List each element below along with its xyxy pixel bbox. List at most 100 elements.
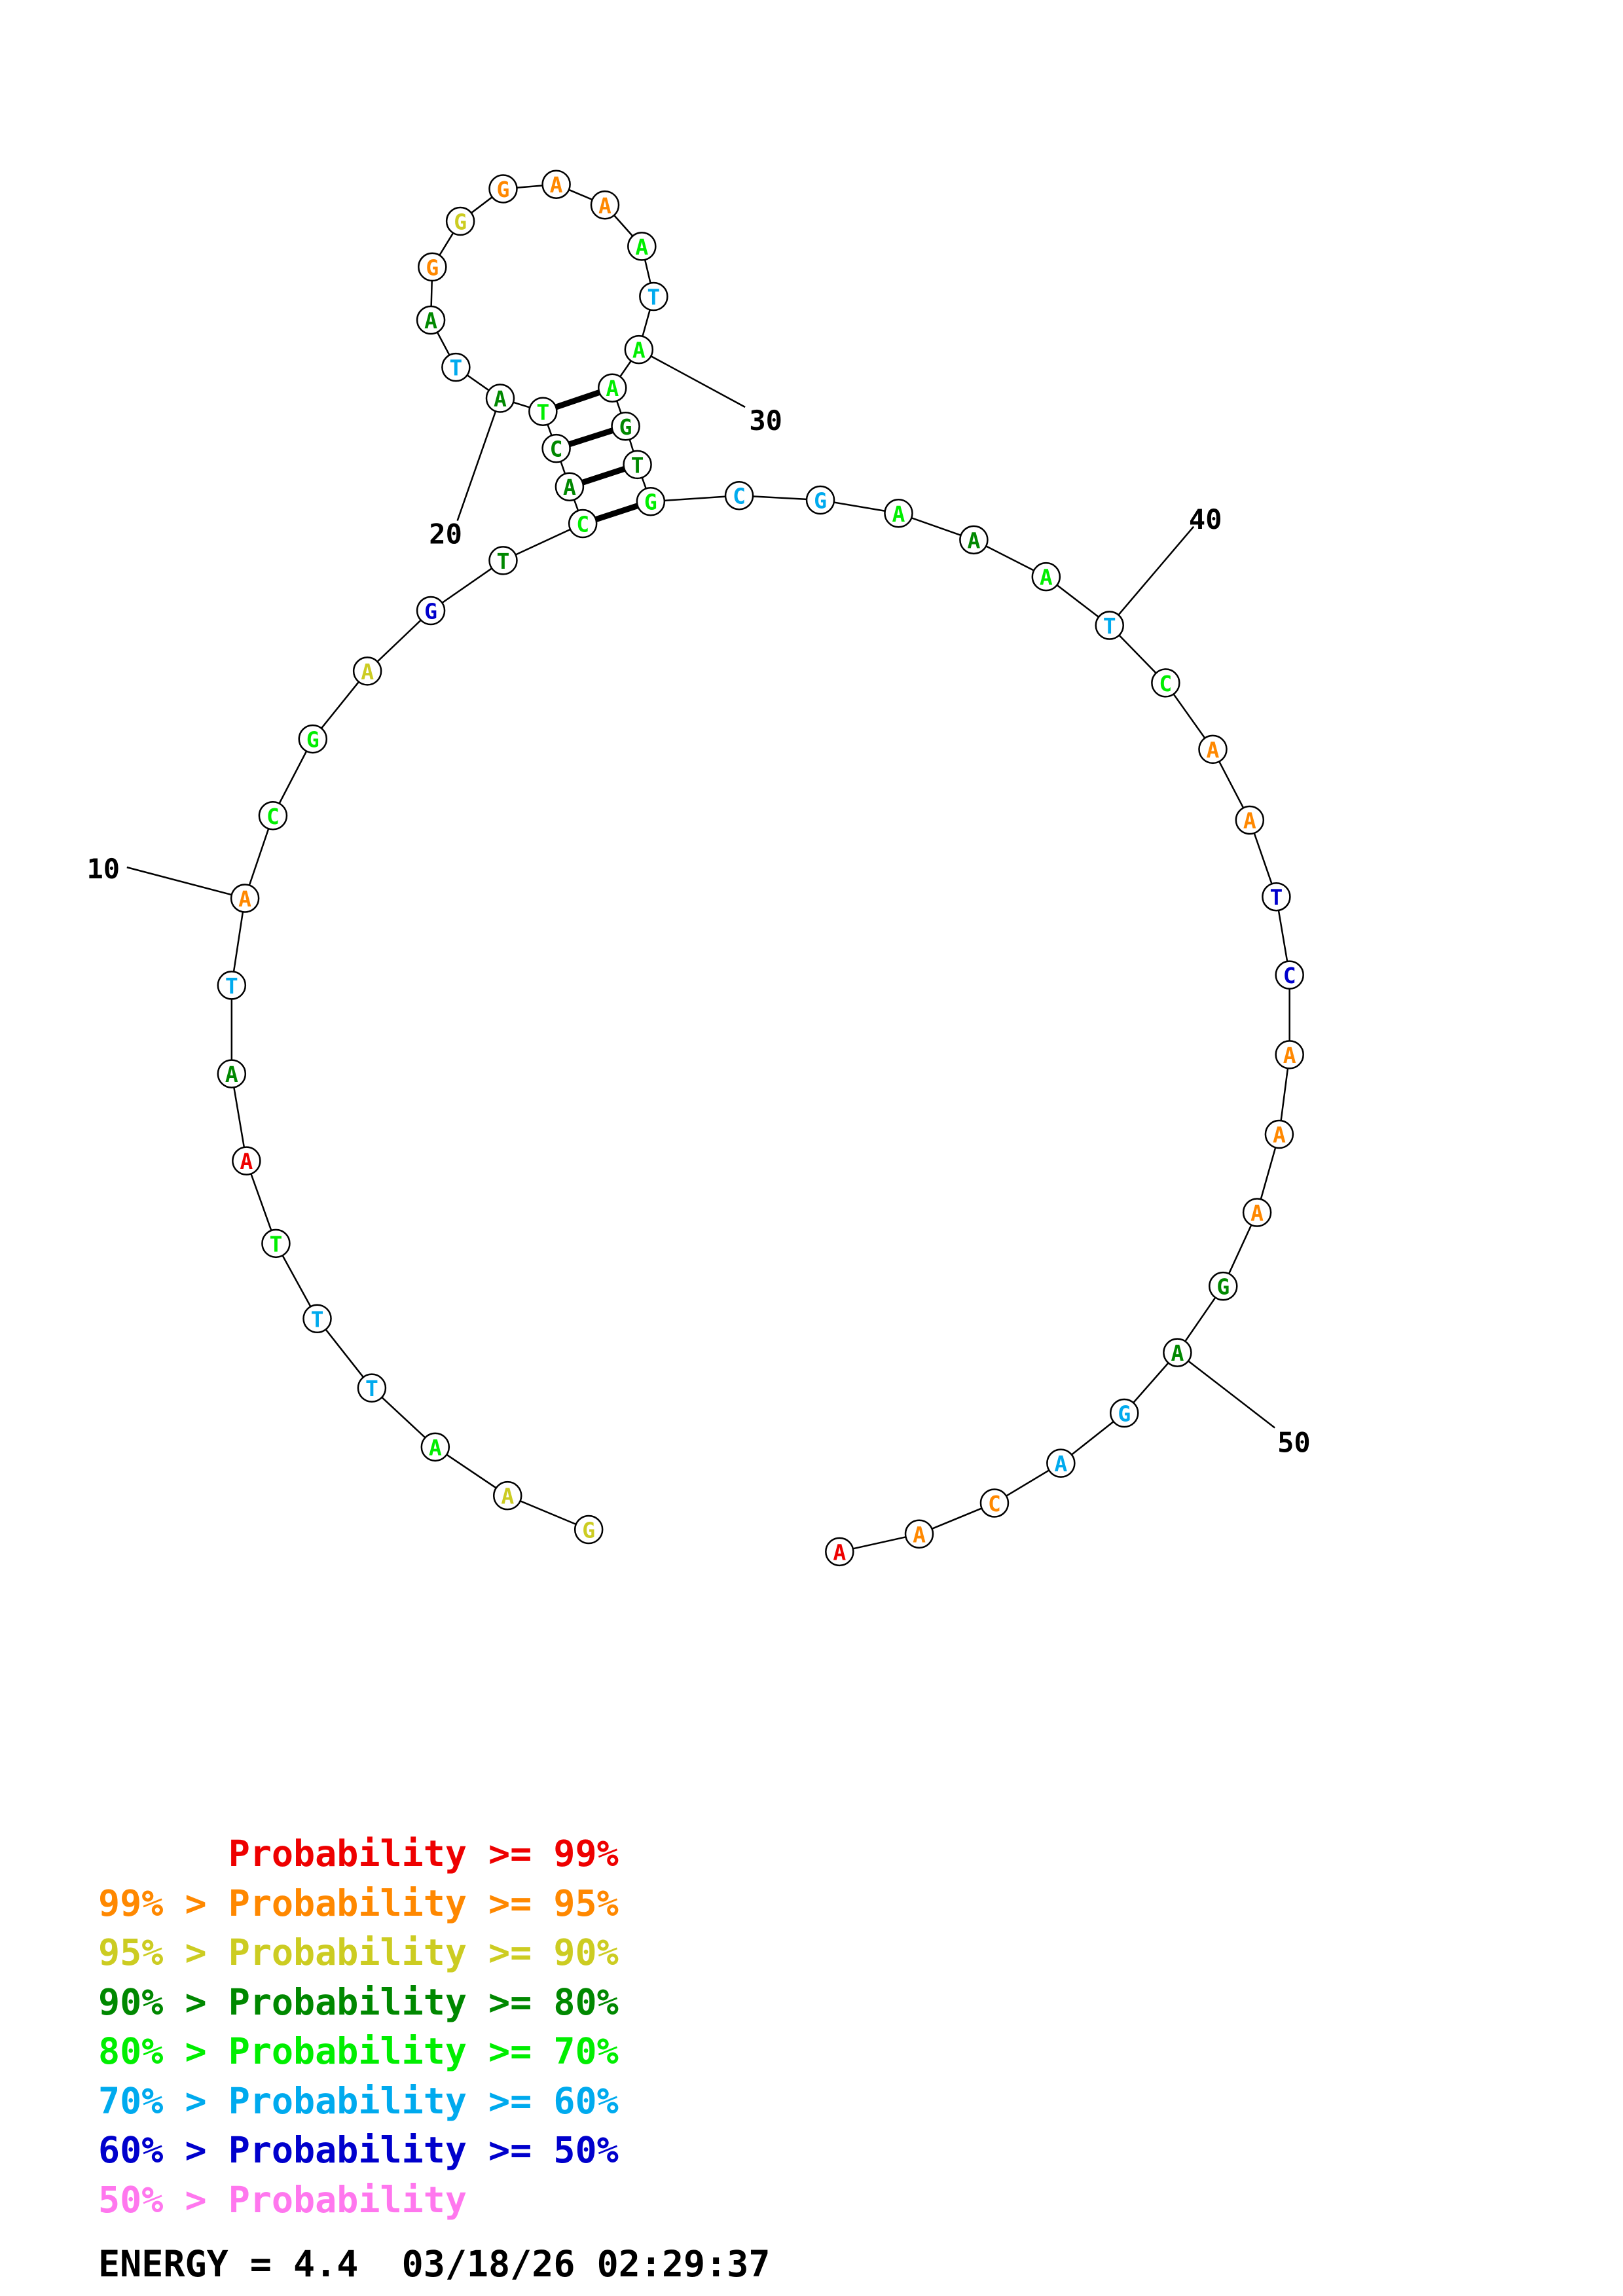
legend-entry: 95% > Probability >= 90% xyxy=(98,1935,619,1971)
nucleotide-circle xyxy=(1262,882,1291,912)
legend-label: Probability xyxy=(228,2178,467,2221)
nucleotide-letter: C xyxy=(988,1491,1001,1516)
nucleotide-circle xyxy=(302,1304,332,1334)
nucleotide-letter: C xyxy=(550,437,563,462)
nucleotide: A xyxy=(884,499,913,528)
nucleotide-circle xyxy=(1235,805,1265,835)
legend-label: Probability >= 50% xyxy=(228,2129,619,2171)
nucleotide: T xyxy=(441,352,471,382)
position-label: 10 xyxy=(86,853,120,885)
legend-entry: Probability >= 99% xyxy=(98,1836,619,1872)
nucleotide-letter: T xyxy=(449,355,462,381)
nucleotide-circle xyxy=(1095,611,1124,640)
legend-entry: 90% > Probability >= 80% xyxy=(98,1984,619,2020)
nucleotide-circle xyxy=(416,596,446,626)
timestamp: 03/18/26 02:29:37 xyxy=(401,2243,771,2285)
position-label: 20 xyxy=(429,518,462,550)
nucleotide-letter: G xyxy=(644,490,657,515)
nucleotide-circle xyxy=(555,472,585,501)
nucleotide: A xyxy=(825,1537,854,1567)
backbone-segment xyxy=(430,560,504,612)
nucleotide-circle xyxy=(298,724,328,754)
backbone-segment xyxy=(650,494,740,503)
nucleotide-letter: A xyxy=(833,1539,846,1565)
nucleotide-letter: A xyxy=(1040,565,1053,590)
nucleotide-letter: A xyxy=(563,475,576,500)
nucleotide-circle xyxy=(1275,960,1304,990)
nucleotide-letter: A xyxy=(494,386,507,412)
nucleotide-circle xyxy=(805,485,835,515)
nucleotide-circle xyxy=(904,1519,934,1549)
position-tick-line xyxy=(126,866,246,899)
nucleotide-circle xyxy=(979,1488,1010,1518)
nucleotide: A xyxy=(232,1146,261,1175)
nucleotide-letter: G xyxy=(1118,1401,1131,1426)
nucleotide-letter: A xyxy=(424,308,437,334)
nucleotide-letter: A xyxy=(1054,1451,1067,1477)
nucleotide-letter: C xyxy=(733,484,746,509)
nucleotide-letter: T xyxy=(536,399,549,425)
nucleotide: A xyxy=(1275,1040,1304,1069)
nucleotide: T xyxy=(261,1229,291,1259)
nucleotide-letter: T xyxy=(225,973,238,999)
position-tick-line xyxy=(638,349,746,408)
nucleotide: C xyxy=(979,1488,1010,1518)
nucleotide: A xyxy=(352,656,382,686)
legend-entry: 60% > Probability >= 50% xyxy=(98,2132,619,2168)
backbone-segment xyxy=(246,1160,277,1244)
nucleotide-circle xyxy=(232,1146,261,1175)
nucleotide-letter: A xyxy=(1283,1043,1296,1068)
nucleotide: T xyxy=(1095,611,1124,640)
nucleotide-letter: A xyxy=(632,338,646,363)
nucleotide-circle xyxy=(1198,734,1228,764)
nucleotide-letter: T xyxy=(365,1376,378,1401)
nucleotide-letter: A xyxy=(1243,808,1256,834)
nucleotide-circle xyxy=(627,232,657,261)
nucleotide-circle xyxy=(418,252,447,282)
legend-threshold: 99% > xyxy=(98,1882,228,1924)
nucleotide-letter: A xyxy=(225,1062,238,1087)
nucleotide-circle xyxy=(528,397,558,427)
nucleotide-circle xyxy=(541,433,571,463)
position-tick-line xyxy=(456,398,501,521)
nucleotide-circle xyxy=(884,499,913,528)
nucleotide-letter: G xyxy=(426,255,439,280)
nucleotide: T xyxy=(302,1304,332,1334)
nucleotide-circle xyxy=(574,1515,604,1545)
nucleotide: A xyxy=(1235,805,1265,835)
nucleotide-circle xyxy=(488,174,518,204)
legend-entry: 70% > Probability >= 60% xyxy=(98,2083,619,2119)
nucleotide: A xyxy=(904,1519,934,1549)
nucleotide: A xyxy=(1264,1119,1294,1149)
nucleotide-circle xyxy=(217,1059,247,1088)
nucleotide: C xyxy=(258,801,288,831)
nucleotide-circle xyxy=(420,1432,450,1462)
backbone xyxy=(230,183,1290,1553)
nucleotide: G xyxy=(611,412,640,441)
legend-label: Probability >= 70% xyxy=(228,2030,619,2072)
nucleotide-circle xyxy=(261,1229,291,1259)
nucleotide: A xyxy=(555,472,585,501)
energy-value: ENERGY = 4.4 xyxy=(98,2243,359,2285)
nucleotide-circle xyxy=(825,1537,854,1567)
nucleotide: A xyxy=(1163,1338,1192,1367)
nucleotide-circle xyxy=(445,206,475,236)
position-label: 30 xyxy=(749,404,782,437)
backbone-segment xyxy=(367,610,431,672)
nucleotide: A xyxy=(420,1432,450,1462)
nucleotide-letter: G xyxy=(619,414,632,440)
nucleotide-letter: G xyxy=(1216,1274,1230,1300)
nucleotide-circle xyxy=(258,801,288,831)
nucleotide: G xyxy=(1110,1398,1139,1428)
nucleotide-letter: A xyxy=(892,501,905,527)
nucleotide-circle xyxy=(1209,1271,1238,1301)
nucleotide: A xyxy=(959,525,989,555)
nucleotide: G xyxy=(488,174,518,204)
nucleotide-letter: A xyxy=(967,528,980,553)
legend-threshold: 60% > xyxy=(98,2129,228,2171)
nucleotide: A xyxy=(1046,1448,1076,1478)
nucleotide-letter: A xyxy=(598,193,611,219)
nucleotide: T xyxy=(488,546,518,575)
nucleotide: A xyxy=(1198,734,1228,764)
